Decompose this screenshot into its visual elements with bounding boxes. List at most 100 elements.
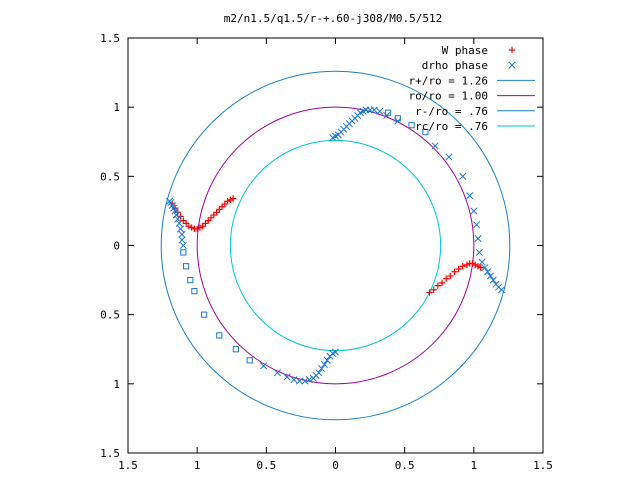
point-0-20	[224, 198, 231, 205]
chart-title: m2/n1.5/q1.5/r-+.60-j308/M0.5/512	[224, 12, 443, 25]
point-1-30	[431, 142, 439, 150]
point-0-23	[426, 289, 433, 296]
point-0-16	[213, 209, 220, 216]
legend-label-4: r-/ro = .76	[415, 105, 488, 118]
point-1-38	[478, 258, 486, 266]
point-2-1	[183, 263, 190, 270]
point-0-26	[438, 279, 446, 287]
point-0-6	[185, 222, 193, 230]
point-1-36	[474, 235, 482, 243]
point-1-51	[318, 365, 326, 373]
point-1-39	[481, 264, 489, 272]
point-0-32	[463, 261, 471, 269]
point-2-3	[191, 288, 198, 295]
legend-label-5: rc/ro = .76	[415, 120, 488, 133]
point-1-7	[175, 219, 183, 227]
point-1-27	[376, 107, 384, 115]
point-1-55	[305, 376, 313, 384]
point-1-57	[295, 377, 304, 385]
point-1-11	[179, 241, 187, 250]
point-1-33	[466, 192, 474, 200]
point-0-15	[210, 211, 217, 219]
point-1-61	[260, 362, 268, 370]
point-0-17	[216, 206, 223, 213]
point-2-2	[187, 276, 194, 284]
point-1-41	[486, 272, 494, 280]
series-2	[180, 109, 429, 364]
point-0-12	[202, 220, 209, 227]
legend-label-1: drho phase	[422, 59, 488, 72]
point-2-9	[394, 115, 401, 122]
series-0	[169, 195, 484, 296]
legend-marker-1	[508, 61, 516, 69]
point-1-45	[497, 286, 506, 294]
point-0-25	[434, 282, 442, 289]
point-0-37	[477, 264, 484, 271]
point-1-8	[177, 225, 185, 233]
y-tick-label-6: 1.5	[100, 447, 120, 460]
point-0-7	[188, 224, 195, 231]
point-0-5	[182, 220, 190, 227]
point-0-18	[218, 203, 226, 210]
circle-2	[229, 139, 442, 352]
point-0-4	[180, 217, 187, 224]
point-1-35	[473, 221, 481, 229]
axis-ticks: 1.5 1 0.5 0 0.5 1 1.51.510.500.511.5	[100, 32, 553, 472]
data-series	[165, 106, 506, 385]
legend-label-3: ro/ro = 1.00	[409, 90, 488, 103]
circle-1	[196, 106, 475, 385]
x-tick-label-4: 0.5	[395, 459, 415, 472]
point-0-2	[174, 209, 181, 216]
y-tick-label-3: 0	[113, 240, 120, 253]
point-2-10	[408, 122, 415, 129]
x-tick-label-1: 1	[194, 459, 201, 472]
y-tick-label-5: 1	[113, 378, 120, 391]
point-2-11	[422, 128, 429, 136]
point-0-36	[474, 263, 482, 270]
point-2-6	[232, 346, 240, 353]
x-tick-label-2: 0.5	[256, 459, 276, 472]
legend-marker-0	[508, 46, 516, 54]
point-1-54	[309, 374, 317, 382]
point-2-5	[216, 332, 223, 339]
point-0-13	[205, 217, 212, 224]
point-1-40	[484, 268, 492, 276]
point-2-7	[246, 357, 253, 364]
legend-label-0: W phase	[442, 44, 488, 57]
point-1-60	[273, 369, 281, 377]
point-0-30	[455, 265, 462, 273]
y-tick-label-4: 0.5	[100, 309, 120, 322]
point-1-31	[445, 153, 453, 161]
point-2-0	[180, 249, 187, 256]
point-0-9	[193, 225, 201, 233]
legend-label-2: r+/ro = 1.26	[409, 74, 488, 87]
point-0-22	[229, 195, 237, 202]
point-0-14	[207, 214, 215, 222]
point-1-48	[326, 352, 334, 360]
y-tick-label-1: 1	[113, 101, 120, 114]
point-0-10	[196, 224, 204, 231]
point-0-19	[221, 200, 229, 208]
point-1-32	[459, 172, 467, 180]
x-tick-label-6: 1.5	[533, 459, 553, 472]
point-1-58	[290, 376, 298, 384]
point-2-8	[384, 109, 392, 116]
point-1-42	[489, 276, 497, 284]
point-0-35	[472, 261, 479, 269]
point-1-10	[178, 236, 186, 244]
point-1-9	[178, 230, 186, 238]
x-tick-label-3: 0	[332, 459, 339, 472]
point-0-28	[447, 272, 454, 280]
point-0-31	[459, 263, 466, 270]
point-1-59	[283, 373, 291, 381]
point-0-27	[442, 275, 450, 282]
point-0-24	[430, 286, 437, 293]
point-1-26	[370, 106, 378, 114]
y-tick-label-2: 0.5	[100, 170, 120, 183]
point-1-34	[470, 207, 478, 215]
legend: W phase drho phase r+/ro = 1.26 ro/ro = 1.0…	[409, 44, 535, 133]
point-1-56	[301, 377, 309, 385]
circle-0	[160, 70, 511, 421]
point-0-21	[227, 196, 234, 204]
point-1-50	[320, 360, 328, 369]
